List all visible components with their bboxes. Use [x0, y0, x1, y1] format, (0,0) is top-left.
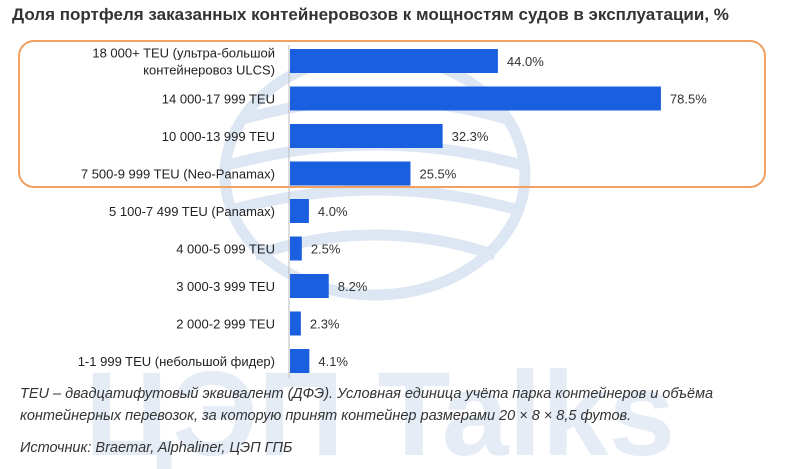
bar [290, 236, 302, 261]
category-label: 7 500-9 999 TEU (Neo-Panamax) [81, 167, 275, 182]
bar [290, 311, 301, 336]
category-label: контейнеровоз ULCS) [143, 63, 275, 78]
category-label: 2 000-2 999 TEU [176, 317, 275, 332]
bar [290, 349, 310, 373]
category-label: 18 000+ TEU (ультра-большой [92, 46, 275, 61]
bar-value-label: 2.5% [311, 242, 341, 257]
bar-value-label: 44.0% [507, 54, 544, 69]
bar [290, 49, 498, 73]
category-label: 10 000-13 999 TEU [162, 129, 275, 144]
bar [290, 86, 661, 111]
category-label: 4 000-5 099 TEU [176, 242, 275, 257]
source-note: Источник: Braemar, Alphaliner, ЦЭП ГПБ [20, 440, 293, 456]
highlight-frame [18, 40, 766, 188]
category-label: 1-1 999 TEU (небольшой фидер) [78, 354, 275, 369]
bar [290, 274, 329, 298]
bar-value-label: 8.2% [338, 279, 368, 294]
footnote: TEU – двадцатифутовый эквивалент (ДФЭ). … [20, 386, 714, 424]
bar-value-label: 4.0% [318, 204, 348, 219]
category-label: 3 000-3 999 TEU [176, 279, 275, 294]
bar-value-label: 78.5% [670, 92, 707, 107]
bar [290, 161, 411, 186]
chart-title: Доля портфеля заказанных контейнеровозов… [12, 5, 729, 24]
bar-value-label: 2.3% [310, 317, 340, 332]
bar [290, 199, 309, 223]
bar-value-label: 25.5% [419, 167, 456, 182]
bar-value-label: 32.3% [452, 129, 489, 144]
bar-value-label: 4.1% [318, 354, 348, 369]
bar [290, 124, 443, 148]
category-label: 14 000-17 999 TEU [162, 92, 275, 107]
category-label: 5 100-7 499 TEU (Panamax) [109, 204, 275, 219]
